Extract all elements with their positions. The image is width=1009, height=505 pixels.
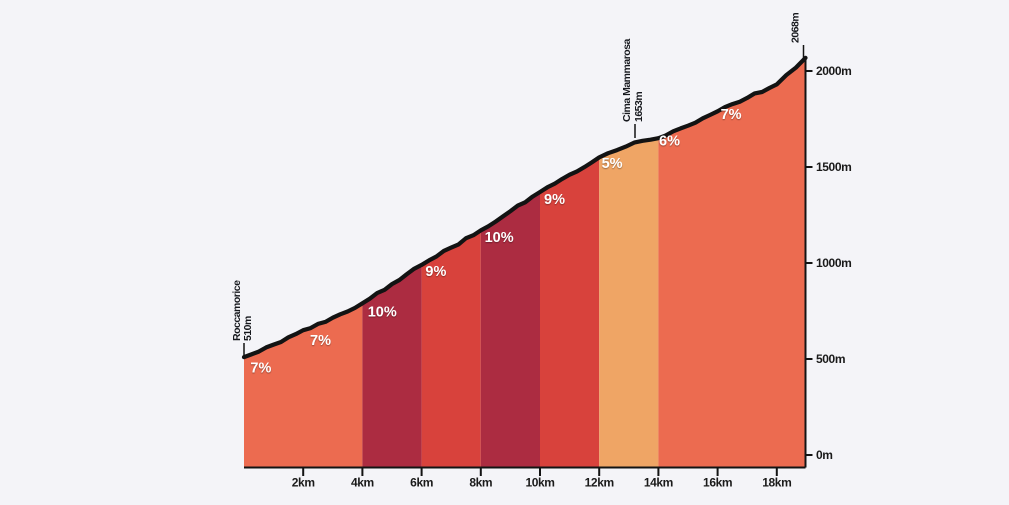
svg-text:2068m: 2068m [790,13,802,43]
svg-text:5%: 5% [602,156,623,172]
svg-text:10%: 10% [485,230,514,246]
svg-text:10km: 10km [525,476,554,490]
svg-text:9%: 9% [544,192,565,208]
svg-text:1000m: 1000m [816,256,851,270]
svg-text:1653m: 1653m [633,92,645,122]
svg-text:9%: 9% [425,264,446,280]
svg-text:6km: 6km [410,476,433,490]
svg-text:1500m: 1500m [816,160,851,174]
svg-text:10%: 10% [368,305,397,321]
svg-text:14km: 14km [644,476,673,490]
svg-text:500m: 500m [816,352,845,366]
svg-text:7%: 7% [250,360,271,376]
svg-text:7%: 7% [721,107,742,123]
svg-text:18km: 18km [762,476,791,490]
svg-text:12km: 12km [585,476,614,490]
svg-text:8km: 8km [469,476,492,490]
svg-text:0m: 0m [816,448,833,462]
svg-text:2km: 2km [292,476,315,490]
svg-text:4km: 4km [351,476,374,490]
svg-text:510m: 510m [242,316,254,341]
svg-text:2000m: 2000m [816,64,851,78]
svg-text:7%: 7% [310,333,331,349]
svg-text:16km: 16km [703,476,732,490]
svg-text:6%: 6% [659,134,680,150]
svg-text:Cima Mammarosa: Cima Mammarosa [621,38,633,122]
